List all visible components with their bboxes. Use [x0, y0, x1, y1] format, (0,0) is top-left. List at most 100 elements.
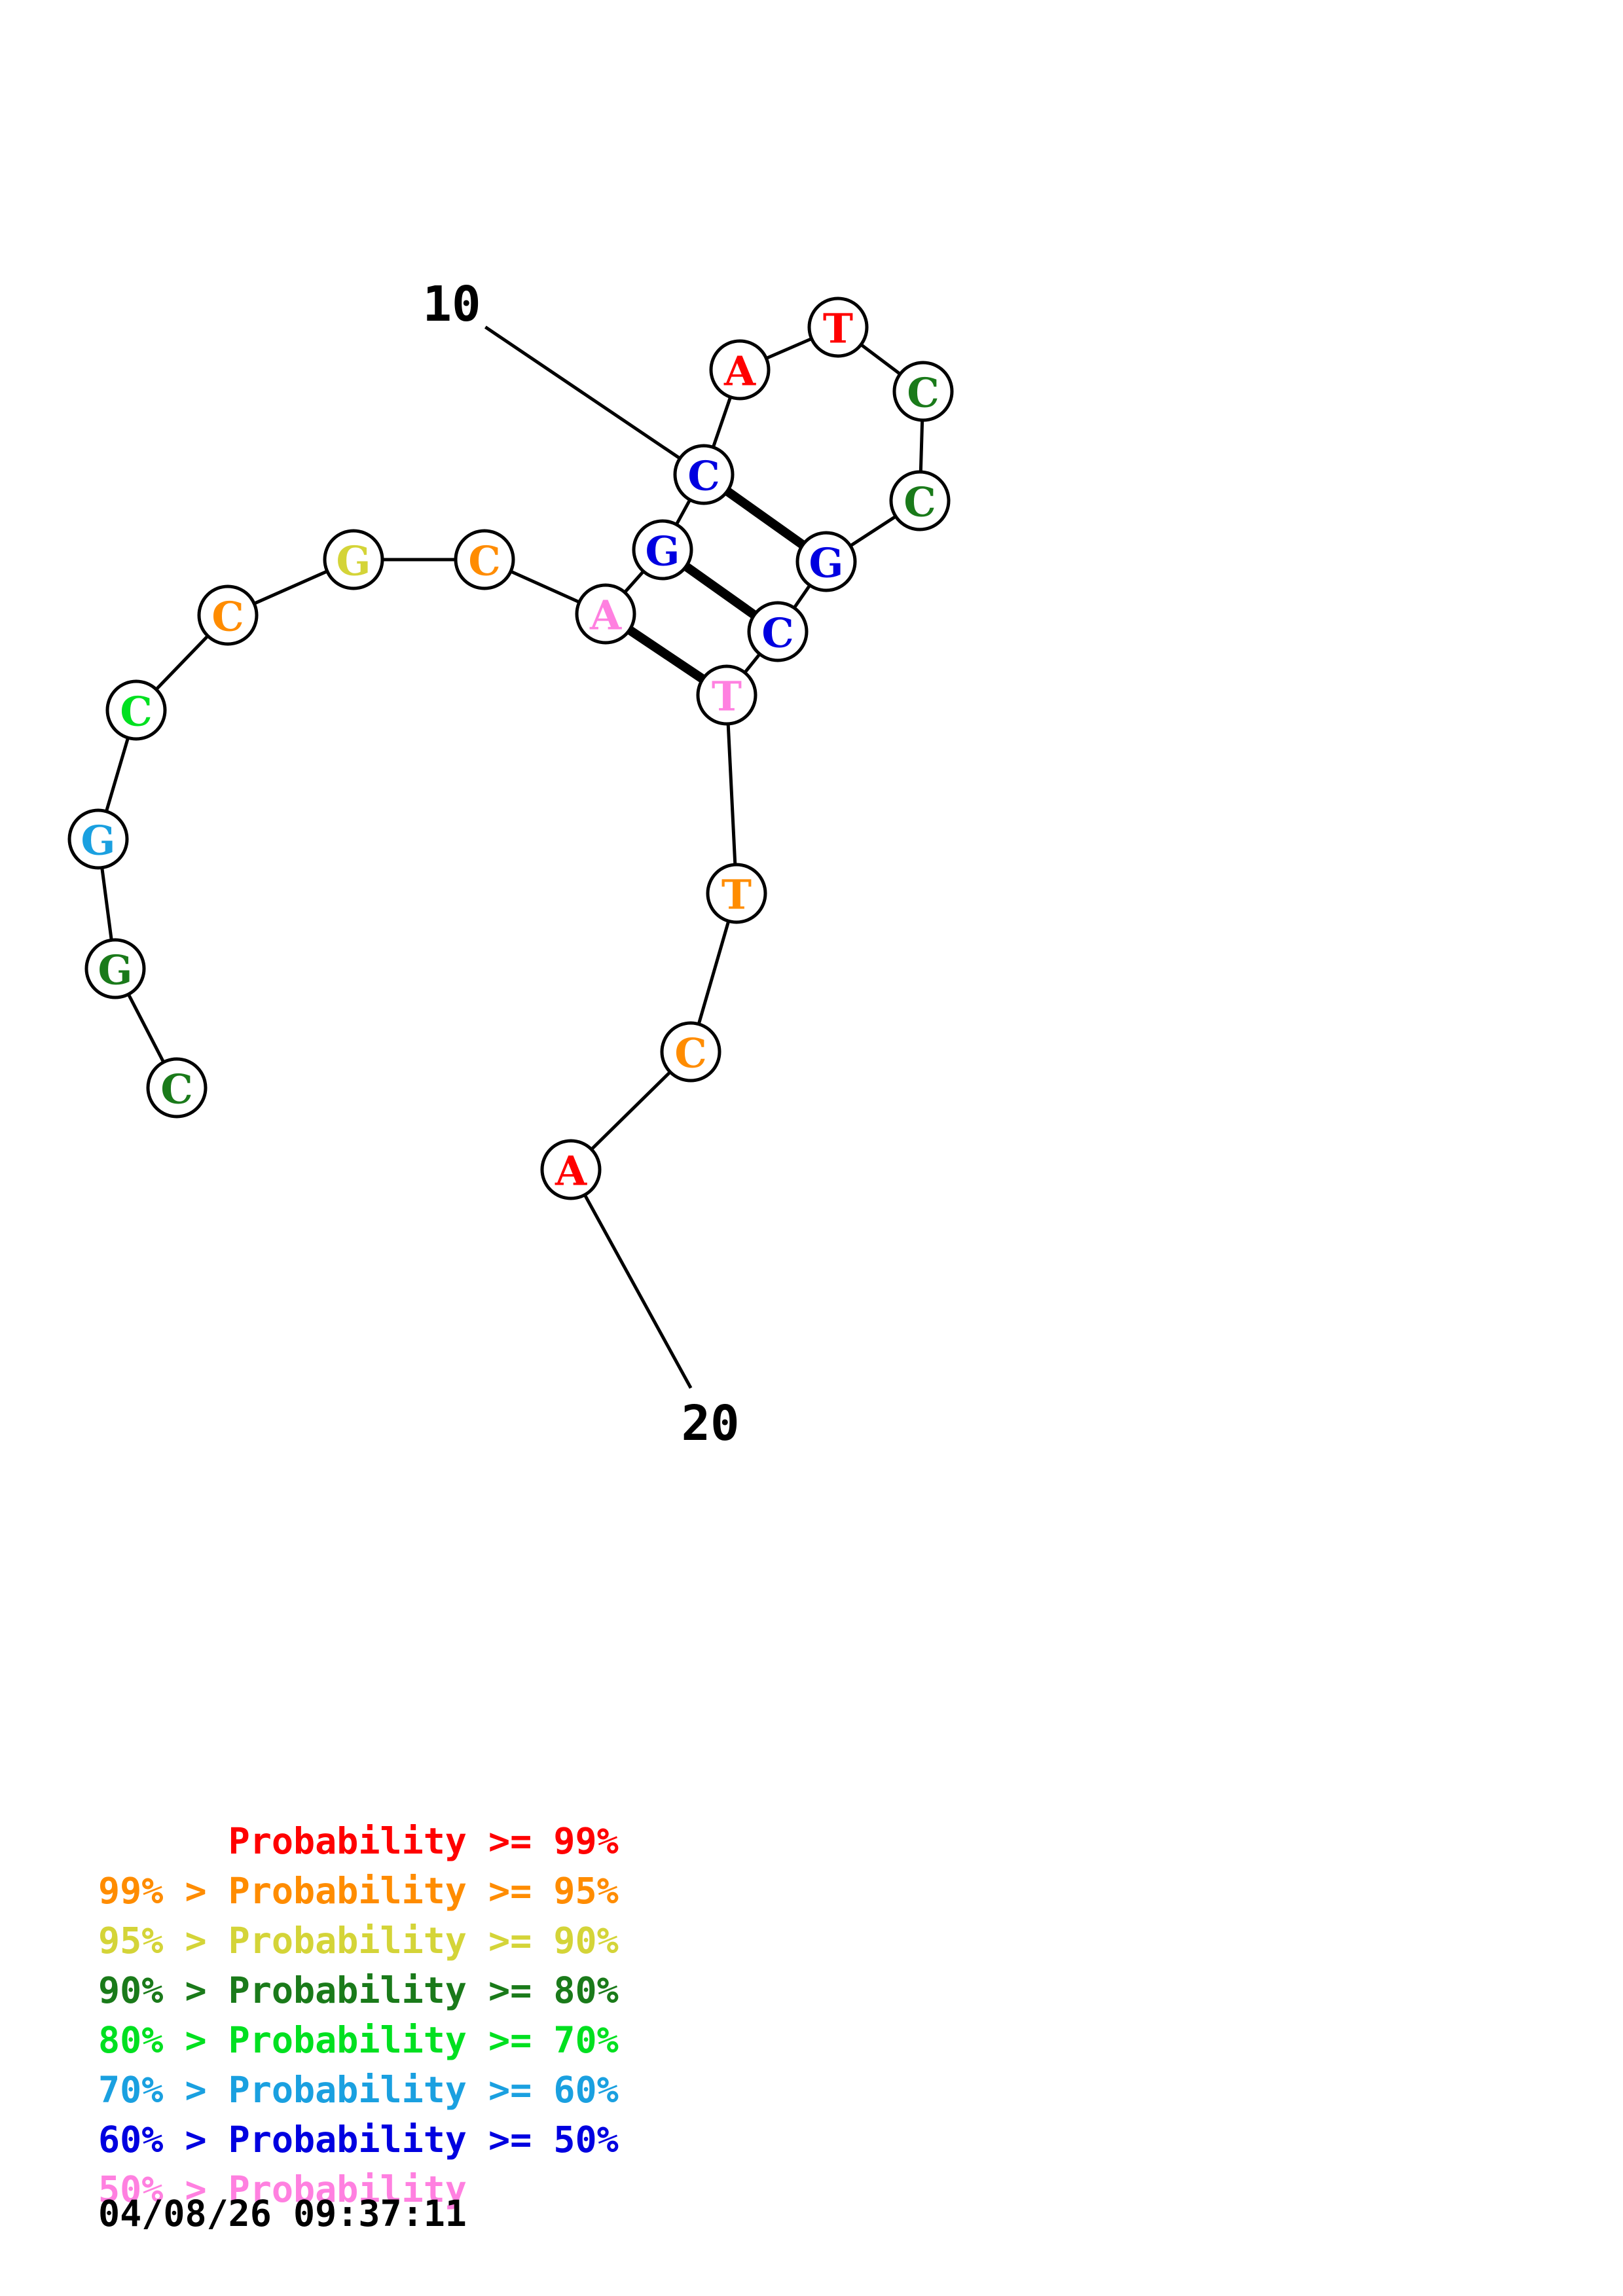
backbone-link [919, 420, 924, 473]
nucleotide-base-letter: C [687, 452, 720, 500]
base-pair-layer [627, 487, 806, 683]
nucleotide-node[interactable]: G [795, 531, 857, 592]
nucleotide-node[interactable]: T [807, 296, 869, 358]
nucleotide-circle [105, 679, 167, 741]
backbone-link [590, 1071, 672, 1151]
backbone-layer [100, 337, 924, 1151]
backbone-link [860, 343, 902, 376]
nucleotide-node[interactable]: G [632, 519, 693, 581]
backbone-link [510, 569, 580, 604]
backbone-link [126, 993, 166, 1064]
legend-row: Probability >= 99% [98, 1820, 619, 1862]
nucleotide-node[interactable]: A [575, 583, 636, 645]
nucleotide-base-letter: G [337, 537, 371, 585]
nucleotide-node[interactable]: C [197, 584, 259, 646]
backbone-link [105, 737, 130, 812]
base-pair-line [724, 487, 806, 549]
legend-row: 95% > Probability >= 90% [98, 1920, 619, 1962]
nucleotide-node[interactable]: C [747, 601, 809, 662]
timestamp-label: 04/08/26 09:37:11 [98, 2193, 467, 2234]
nucleotide-circle [795, 531, 857, 592]
nucleotide-node[interactable]: C [673, 444, 735, 505]
nucleotide-base-letter: C [120, 688, 152, 736]
nucleotide-node[interactable]: C [889, 470, 951, 531]
legend-row: 60% > Probability >= 50% [98, 2119, 619, 2161]
nucleotide-base-letter: G [98, 946, 133, 994]
backbone-link [674, 499, 692, 526]
nucleotide-circle [889, 470, 951, 531]
nucleotide-node[interactable]: A [709, 339, 771, 401]
backbone-link [792, 584, 812, 609]
nucleotide-node[interactable]: T [706, 863, 767, 924]
sequence-index-label: 10 [422, 276, 481, 332]
nucleotide-circle [660, 1021, 721, 1083]
sequence-index-label: 20 [681, 1395, 739, 1452]
nucleotide-circle [84, 938, 146, 999]
nucleotide-circle [747, 601, 809, 662]
legend-row: 70% > Probability >= 60% [98, 2069, 619, 2111]
nucleotide-base-letter: T [712, 673, 742, 721]
nucleotide-circle [323, 529, 384, 590]
backbone-link [100, 867, 113, 941]
backbone-link [726, 723, 737, 865]
backbone-link [623, 570, 645, 594]
backbone-link [711, 396, 733, 448]
nucleotide-base-letter: A [589, 592, 622, 639]
nucleotide-circle [540, 1139, 602, 1200]
nucleotide-base-letter: C [674, 1030, 706, 1077]
nucleotide-base-letter: C [211, 593, 244, 641]
nucleotide-circle [706, 863, 767, 924]
index-label-layer: 10 20 [422, 276, 739, 1452]
nucleotide-circle [146, 1057, 208, 1119]
backbone-link [849, 514, 897, 548]
nucleotide-node[interactable]: A [540, 1139, 602, 1200]
nucleotide-circle [632, 519, 693, 581]
nucleotide-circle [575, 583, 636, 645]
nucleotide-circle [709, 339, 771, 401]
nucleotide-circle [67, 808, 129, 870]
legend-row: 99% > Probability >= 95% [98, 1870, 619, 1912]
backbone-link [765, 337, 812, 360]
nucleotide-node[interactable]: C [105, 679, 167, 741]
probability-legend: Probability >= 99% 99% > Probability >= 9… [98, 1816, 619, 2214]
nucleotide-node[interactable]: C [660, 1021, 721, 1083]
nucleotide-node[interactable]: C [146, 1057, 208, 1119]
nucleotide-node[interactable]: T [696, 664, 757, 726]
backbone-link [743, 653, 761, 674]
nucleotide-circle [696, 664, 757, 726]
nucleotide-base-letter: C [903, 478, 936, 526]
nucleotide-base-letter: C [468, 537, 500, 585]
legend-row: 80% > Probability >= 70% [98, 2019, 619, 2061]
nucleotide-base-letter: T [721, 871, 752, 919]
nucleotide-base-letter: T [823, 305, 853, 353]
nucleotide-node[interactable]: G [84, 938, 146, 999]
nucleotide-base-letter: A [723, 348, 756, 395]
nucleotide-circle [807, 296, 869, 358]
nucleotide-base-letter: C [907, 369, 939, 417]
base-pair-line [627, 626, 706, 683]
base-pair-line [683, 562, 757, 619]
nucleotide-circle [197, 584, 259, 646]
nucleotide-node[interactable]: C [454, 529, 515, 590]
index-leader-line [583, 1194, 693, 1389]
nucleotide-node[interactable]: C [892, 361, 954, 422]
nucleotide-circle [892, 361, 954, 422]
index-leader-line [484, 325, 681, 460]
nucleotide-circle [673, 444, 735, 505]
legend-row: 50% > Probability [98, 2168, 467, 2210]
backbone-link [155, 634, 210, 691]
nucleotide-base-letter: C [761, 609, 793, 657]
nucleotide-circle [454, 529, 515, 590]
backbone-link [253, 569, 328, 605]
nucleotide-base-letter: G [81, 817, 116, 865]
backbone-link [697, 920, 731, 1025]
legend-row: 90% > Probability >= 80% [98, 1969, 619, 2011]
nucleotide-base-letter: C [160, 1066, 192, 1113]
nucleotide-base-letter: G [646, 528, 680, 575]
nucleotide-node[interactable]: G [323, 529, 384, 590]
nucleotide-node[interactable]: G [67, 808, 129, 870]
nucleotide-base-letter: G [809, 539, 844, 587]
nucleotide-base-letter: A [555, 1147, 587, 1195]
